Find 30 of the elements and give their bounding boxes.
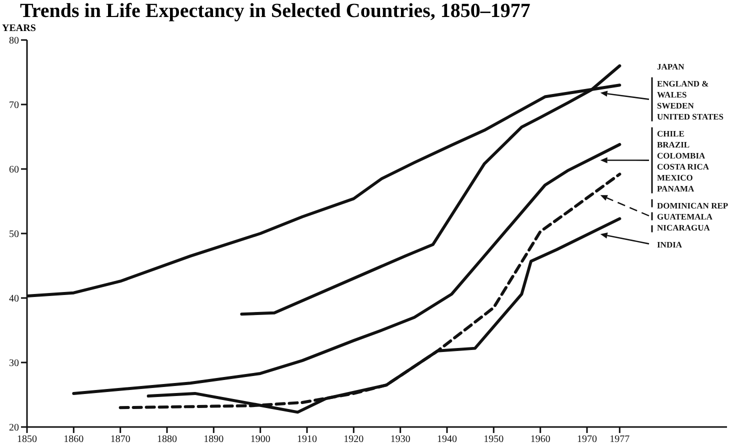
y-tick-label: 70 [9,100,19,112]
x-tick-label: 1880 [157,434,177,446]
legend-label: ENGLAND & WALES SWEDEN UNITED STATES [657,78,724,122]
x-tick-label: 1920 [344,434,364,446]
x-tick-label: 1900 [250,434,270,446]
x-tick-label: 1850 [17,434,37,446]
y-tick-label: 80 [9,36,19,47]
chart-title: Trends in Life Expectancy in Selected Countries, 1850–1977 [20,0,530,22]
x-tick-label: 1930 [390,434,410,446]
x-tick-label: 1910 [297,434,317,446]
x-tick-label: 1977 [610,434,630,446]
line-series [72,142,622,395]
legend-label: DOMINICAN REP GUATEMALA NICARAGUA [657,200,728,232]
x-tick-label: 1860 [64,434,84,446]
line-series [118,172,622,410]
y-tick-label: 20 [9,422,19,434]
y-tick-label: 30 [9,358,19,370]
x-tick-label: 1870 [110,434,130,446]
x-tick-label: 1960 [530,434,550,446]
y-axis-title: YEARS [2,23,36,34]
x-tick-label: 1970 [577,434,597,446]
legend-label: INDIA [657,239,683,250]
legend-label: CHILE BRAZIL COLOMBIA COSTA RICA MEXICO PANAMA [657,128,710,194]
text: JAPAN [657,61,686,72]
y-tick-label: 40 [9,294,19,305]
x-tick-label: 1950 [484,434,504,446]
x-tick-label: 1890 [204,434,224,446]
y-tick-label: 50 [9,229,19,240]
y-tick-label: 60 [9,164,19,176]
x-tick-label: 1940 [437,434,457,446]
